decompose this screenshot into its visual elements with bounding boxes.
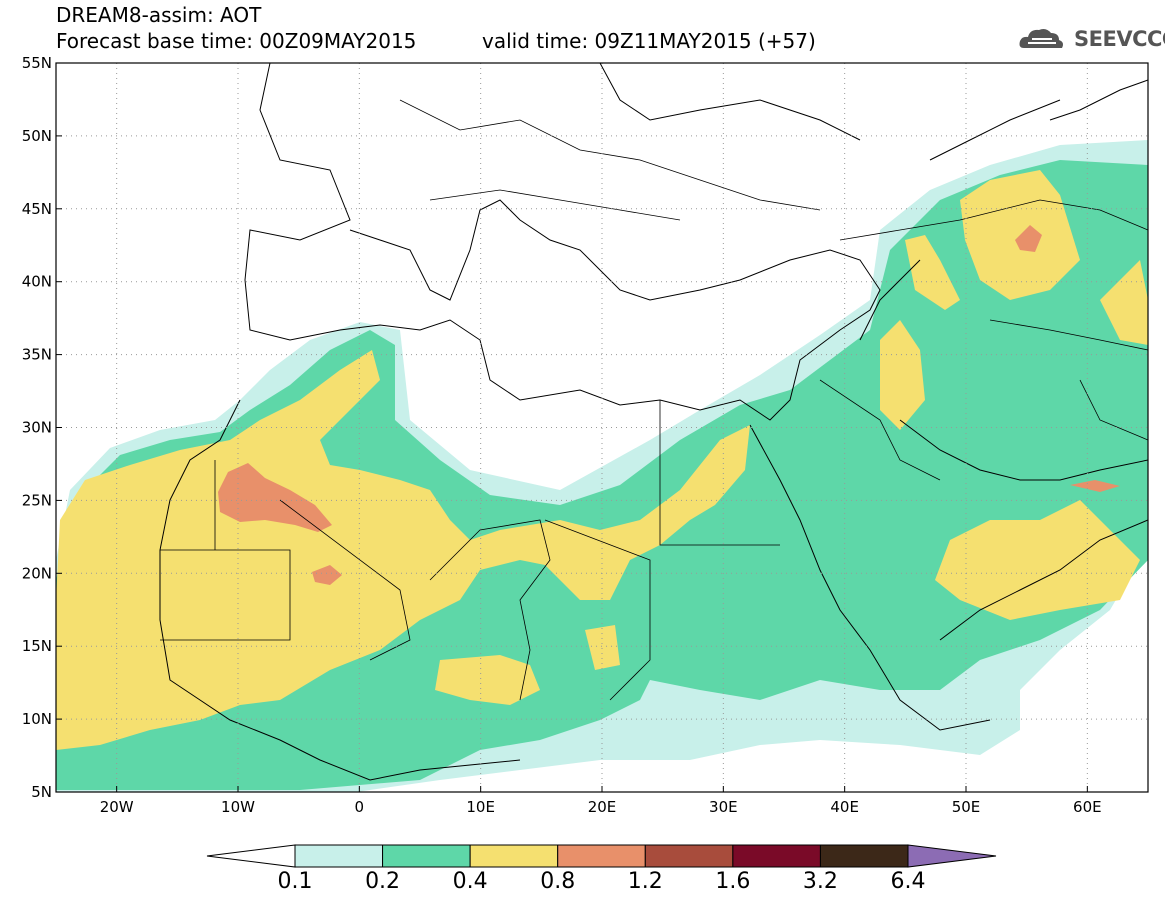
colorbar-over-arrow xyxy=(907,844,997,868)
colorbar-level-label: 0.8 xyxy=(540,869,576,894)
map-axes: 20W 10W 0 10E 20E 30E 40E 50E 60E 55N 50N 45N 40N 35N… xyxy=(22,54,1102,816)
lat-tick-label: 50N xyxy=(22,127,52,145)
colorbar-swatch xyxy=(819,844,909,868)
lon-tick-label: 20E xyxy=(588,798,617,816)
gridlines xyxy=(56,63,1148,792)
colorbar-level-label: 1.6 xyxy=(715,869,751,894)
colorbar-swatch xyxy=(469,844,559,868)
aot-contour-0.4 xyxy=(585,625,620,670)
lat-tick-label: 20N xyxy=(22,564,52,582)
aot-contour-0.8 xyxy=(312,565,342,585)
aot-contour-0.4 xyxy=(905,235,960,310)
colorbar-swatch xyxy=(732,844,821,868)
coastlines xyxy=(159,63,1148,781)
aot-contour-0.8 xyxy=(1015,225,1042,252)
colorbar-level-label: 1.2 xyxy=(627,869,663,894)
valid-time-label: valid time: 09Z11MAY2015 (+57) xyxy=(482,29,816,53)
lat-tick-label: 40N xyxy=(22,273,52,291)
aot-contour-0.4 xyxy=(56,350,750,750)
colorbar-swatch xyxy=(644,844,734,868)
country-borders xyxy=(160,99,1148,701)
cloud-logo-icon xyxy=(1019,29,1063,48)
lon-tick-label: 40E xyxy=(830,798,859,816)
lon-tick-label: 20W xyxy=(100,798,134,816)
colorbar-level-label: 6.4 xyxy=(890,869,926,894)
lon-tick-label: 30E xyxy=(709,798,738,816)
map-title: DREAM8-assim: AOT xyxy=(56,3,262,27)
lat-tick-label: 15N xyxy=(22,637,52,655)
lon-tick-label: 0 xyxy=(355,798,365,816)
lat-tick-label: 30N xyxy=(22,419,52,437)
lat-tick-label: 25N xyxy=(22,491,52,509)
lat-tick-label: 45N xyxy=(22,200,52,218)
colorbar-level-label: 3.2 xyxy=(802,869,838,894)
lat-tick-label: 10N xyxy=(22,710,52,728)
colorbar-level-label: 0.1 xyxy=(277,869,313,894)
colorbar-swatch xyxy=(294,844,384,868)
colorbar-swatch xyxy=(557,844,646,868)
lon-tick-label: 60E xyxy=(1073,798,1102,816)
aot-contour-0.8 xyxy=(1070,480,1120,492)
aot-contour-0.4 xyxy=(935,500,1140,620)
aot-contour-0.4 xyxy=(880,320,925,430)
lon-tick-label: 10E xyxy=(466,798,495,816)
aot-contour-0.4 xyxy=(435,655,540,705)
aot-contour-0.8 xyxy=(218,463,332,532)
aot-shading xyxy=(56,140,1148,792)
colorbar-level-label: 0.4 xyxy=(452,869,488,894)
lat-tick-label: 55N xyxy=(22,54,52,72)
logo-text: SEEVCCC xyxy=(1074,27,1165,51)
lat-tick-label: 35N xyxy=(22,346,52,364)
lon-tick-label: 50E xyxy=(952,798,981,816)
colorbar xyxy=(206,844,997,868)
colorbar-level-label: 0.2 xyxy=(365,869,401,894)
base-time-label: Forecast base time: 00Z09MAY2015 xyxy=(56,29,417,53)
lon-tick-label: 10W xyxy=(221,798,255,816)
colorbar-swatch xyxy=(382,844,471,868)
lat-tick-label: 5N xyxy=(31,783,52,801)
colorbar-under-arrow xyxy=(206,844,296,868)
